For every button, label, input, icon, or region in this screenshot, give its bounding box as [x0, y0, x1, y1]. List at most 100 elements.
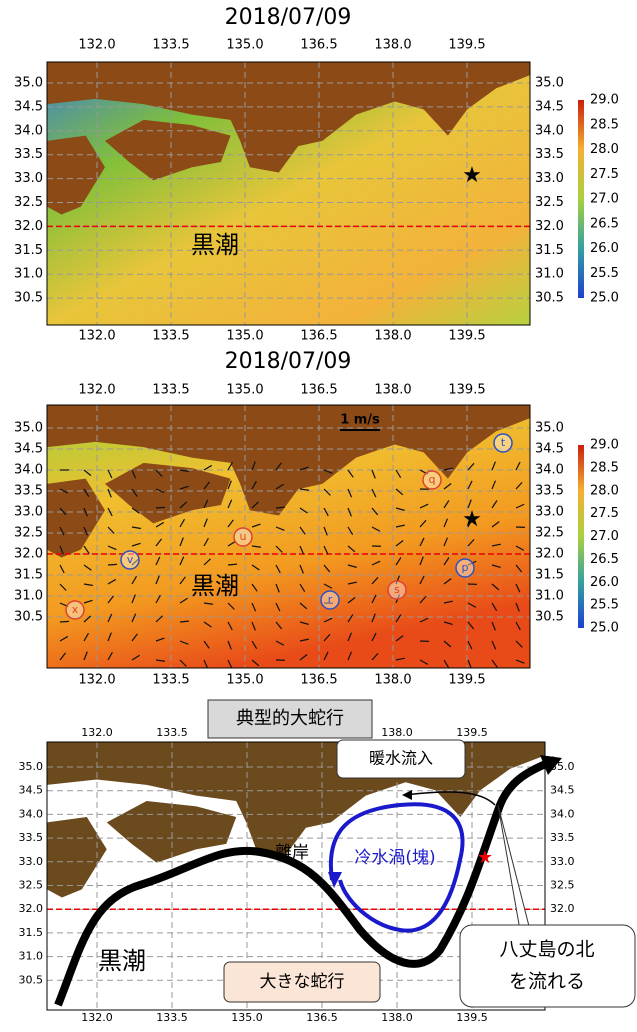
lon-tick-label: 139.5 — [448, 673, 485, 688]
lat-tick-label: 35.0 — [14, 421, 43, 436]
lat-tick-label: 31.0 — [14, 589, 43, 604]
lon-tick-label: 132.0 — [78, 329, 115, 344]
lat-tick-label: 33.0 — [535, 505, 564, 520]
lon-tick-label: 139.5 — [456, 1011, 488, 1024]
panel-title: 2018/07/09 — [225, 349, 352, 374]
annotation: 暖水流入 — [369, 749, 433, 768]
lon-tick-label: 133.5 — [156, 726, 188, 739]
lat-tick-label: 31.0 — [535, 267, 564, 282]
lat-tick-label: 34.0 — [550, 807, 575, 820]
lon-tick-label: 139.5 — [456, 726, 488, 739]
lat-tick-label: 34.0 — [14, 123, 43, 138]
velocity-vector — [60, 621, 69, 622]
eddy-label: p — [462, 561, 469, 574]
lat-tick-label: 30.5 — [19, 973, 44, 986]
colorbar-tick-label: 26.0 — [590, 241, 619, 256]
lon-tick-label: 139.5 — [448, 38, 485, 53]
lat-tick-label: 33.0 — [19, 855, 44, 868]
lat-tick-label: 33.0 — [535, 171, 564, 186]
eddy-label: q — [429, 473, 436, 486]
annotation: 八丈島の北 — [499, 939, 594, 961]
lon-tick-label: 139.5 — [448, 383, 485, 398]
lon-tick-label: 139.5 — [448, 329, 485, 344]
lat-tick-label: 32.5 — [19, 879, 44, 892]
annotation: 離岸 — [275, 843, 309, 863]
lon-tick-label: 138.0 — [374, 38, 411, 53]
colorbar-tick-label: 28.5 — [590, 117, 619, 132]
lat-tick-label: 32.0 — [535, 547, 564, 562]
panel-title: 2018/07/09 — [225, 5, 352, 30]
lat-tick-label: 31.5 — [14, 243, 43, 258]
lat-tick-label: 34.5 — [535, 99, 564, 114]
lat-tick-label: 33.5 — [14, 484, 43, 499]
lat-tick-label: 33.5 — [535, 147, 564, 162]
lon-tick-label: 133.5 — [152, 38, 189, 53]
lat-tick-label: 32.5 — [550, 879, 575, 892]
eddy-label: u — [240, 530, 247, 543]
lon-tick-label: 136.5 — [300, 673, 337, 688]
colorbar-tick-label: 26.5 — [590, 552, 619, 567]
star: ★ — [462, 163, 482, 188]
lat-tick-label: 33.0 — [14, 171, 43, 186]
lon-tick-label: 132.0 — [81, 1011, 113, 1024]
lat-tick-label: 32.5 — [14, 195, 43, 210]
colorbar-tick-label: 25.5 — [590, 598, 619, 613]
lon-tick-label: 136.5 — [300, 38, 337, 53]
lon-tick-label: 138.0 — [374, 329, 411, 344]
lon-tick-label: 135.0 — [226, 38, 263, 53]
lon-tick-label: 135.0 — [231, 1011, 263, 1024]
lat-tick-label: 30.5 — [535, 291, 564, 306]
lat-tick-label: 34.5 — [550, 784, 575, 797]
lat-tick-label: 34.5 — [14, 442, 43, 457]
lon-tick-label: 132.0 — [78, 38, 115, 53]
lon-tick-label: 135.0 — [226, 383, 263, 398]
lat-tick-label: 31.5 — [19, 926, 44, 939]
lat-tick-label: 33.5 — [14, 147, 43, 162]
lon-tick-label: 138.0 — [381, 726, 413, 739]
lat-tick-label: 33.5 — [535, 484, 564, 499]
lat-tick-label: 31.0 — [14, 267, 43, 282]
lat-tick-label: 35.0 — [535, 421, 564, 436]
colorbar-tick-label: 29.0 — [590, 93, 619, 108]
lat-tick-label: 35.0 — [19, 760, 44, 773]
lon-tick-label: 133.5 — [152, 329, 189, 344]
lat-tick-label: 31.0 — [535, 589, 564, 604]
lat-tick-label: 34.5 — [19, 784, 44, 797]
annotation: を流れる — [509, 971, 585, 993]
colorbar-tick-label: 27.0 — [590, 529, 619, 544]
lon-tick-label: 138.0 — [381, 1011, 413, 1024]
lat-tick-label: 31.5 — [14, 568, 43, 583]
lat-tick-label: 34.5 — [535, 442, 564, 457]
eddy-label: x — [72, 603, 79, 616]
lat-tick-label: 32.5 — [535, 195, 564, 210]
annotation: 冷水渦(塊) — [354, 848, 435, 868]
lat-tick-label: 35.0 — [14, 76, 43, 91]
scale-label: 1 m/s — [340, 413, 380, 428]
lon-tick-label: 136.5 — [306, 1011, 338, 1024]
lat-tick-label: 32.0 — [535, 219, 564, 234]
lat-tick-label: 33.0 — [550, 855, 575, 868]
lat-tick-label: 32.0 — [19, 902, 44, 915]
lat-tick-label: 34.0 — [535, 123, 564, 138]
lat-tick-label: 34.0 — [535, 463, 564, 478]
colorbar-tick-label: 25.5 — [590, 266, 619, 281]
kuroshio-label: 黒潮 — [98, 947, 146, 975]
lon-tick-label: 133.5 — [152, 673, 189, 688]
panel-title: 典型的大蛇行 — [236, 708, 344, 729]
lat-tick-label: 34.0 — [19, 807, 44, 820]
lat-tick-label: 32.0 — [14, 219, 43, 234]
lat-tick-label: 32.5 — [14, 526, 43, 541]
velocity-vector — [156, 507, 165, 508]
colorbar — [578, 445, 584, 628]
map-panel: 132.0132.0133.5133.5135.0135.0136.5136.5… — [14, 349, 619, 688]
lat-tick-label: 31.5 — [535, 568, 564, 583]
colorbar-tick-label: 27.5 — [590, 506, 619, 521]
lon-tick-label: 132.0 — [81, 726, 113, 739]
kuroshio-label: 黒潮 — [191, 231, 239, 259]
colorbar-tick-label: 27.0 — [590, 192, 619, 207]
colorbar-tick-label: 29.0 — [590, 438, 619, 453]
callout — [460, 925, 635, 1007]
lon-tick-label: 132.0 — [78, 673, 115, 688]
lon-tick-label: 135.0 — [226, 329, 263, 344]
